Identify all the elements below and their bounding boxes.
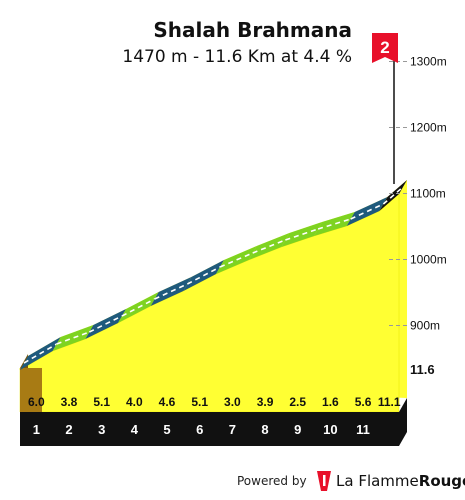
km-label: 9 xyxy=(294,422,301,437)
segment-ribbon xyxy=(248,233,290,260)
ribbon-dash xyxy=(56,331,90,345)
gradient-label: 11.1 xyxy=(378,395,401,409)
gradient-label: 6.0 xyxy=(28,395,45,409)
km-label: 2 xyxy=(65,422,72,437)
gradient-label: 3.9 xyxy=(257,395,274,409)
segment-ribbon xyxy=(314,212,355,236)
altitude-tick-label: 900m xyxy=(410,319,440,333)
segment-ribbon xyxy=(150,277,192,306)
km-label: 11 xyxy=(356,422,370,437)
km-label: 1 xyxy=(33,422,40,437)
ribbon-dash xyxy=(121,298,156,317)
gradient-label: 4.0 xyxy=(126,395,143,409)
ribbon-dash xyxy=(23,343,58,364)
km-band xyxy=(20,398,407,446)
ribbon-dash xyxy=(382,186,404,205)
gradient-label: 3.0 xyxy=(224,395,241,409)
climb-title: Shalah Brahmana xyxy=(153,18,352,42)
segment-ribbon xyxy=(216,246,257,274)
climb-category-number: 2 xyxy=(380,38,389,57)
ribbon-dash xyxy=(219,252,254,268)
flame-logo-icon xyxy=(317,471,331,491)
climb-category-badge xyxy=(372,33,398,63)
km-label: 7 xyxy=(229,422,236,437)
gradient-label: 3.8 xyxy=(61,395,78,409)
gradient-label: 5.1 xyxy=(191,395,208,409)
segment-ribbon xyxy=(346,197,388,226)
segment-ribbon xyxy=(281,222,323,247)
altitude-tick-label: 1000m xyxy=(410,253,447,267)
altitude-tick-label: 1200m xyxy=(410,121,447,135)
gradient-label: 5.6 xyxy=(355,395,372,409)
brand-name-bold: Rouge xyxy=(418,472,465,490)
km-label: 5 xyxy=(163,422,170,437)
segment-ribbon xyxy=(52,325,94,351)
earth-block xyxy=(20,368,42,412)
km-label: 3 xyxy=(98,422,105,437)
ribbon-dash xyxy=(88,315,123,333)
ribbon-dash xyxy=(350,203,384,220)
km-label: 10 xyxy=(323,422,337,437)
end-distance-label: 11.6 xyxy=(410,362,435,377)
gradient-label: 1.6 xyxy=(322,395,339,409)
gradient-label: 4.6 xyxy=(159,395,176,409)
powered-by-label: Powered by xyxy=(237,474,307,488)
ribbon-dash xyxy=(252,239,286,254)
gradient-label: 5.1 xyxy=(93,395,110,409)
gradient-label: 2.5 xyxy=(289,395,306,409)
km-label: 8 xyxy=(261,422,268,437)
altitude-tick-label: 1100m xyxy=(410,187,446,201)
km-label: 4 xyxy=(131,422,139,437)
km-label: 6 xyxy=(196,422,203,437)
climb-summary: 1470 m - 11.6 Km at 4.4 % xyxy=(122,47,352,67)
ribbon-dash xyxy=(186,266,221,285)
ribbon-dash xyxy=(154,283,188,300)
ribbon-dash xyxy=(317,218,351,230)
ribbon-dash xyxy=(285,228,319,241)
altitude-tick-label: 1400m xyxy=(410,0,447,3)
la-flamme-rouge-logo: La FlammeRouge xyxy=(336,472,465,490)
brand-name-plain: La Flamme xyxy=(336,472,419,490)
altitude-tick-label: 1300m xyxy=(410,55,447,69)
